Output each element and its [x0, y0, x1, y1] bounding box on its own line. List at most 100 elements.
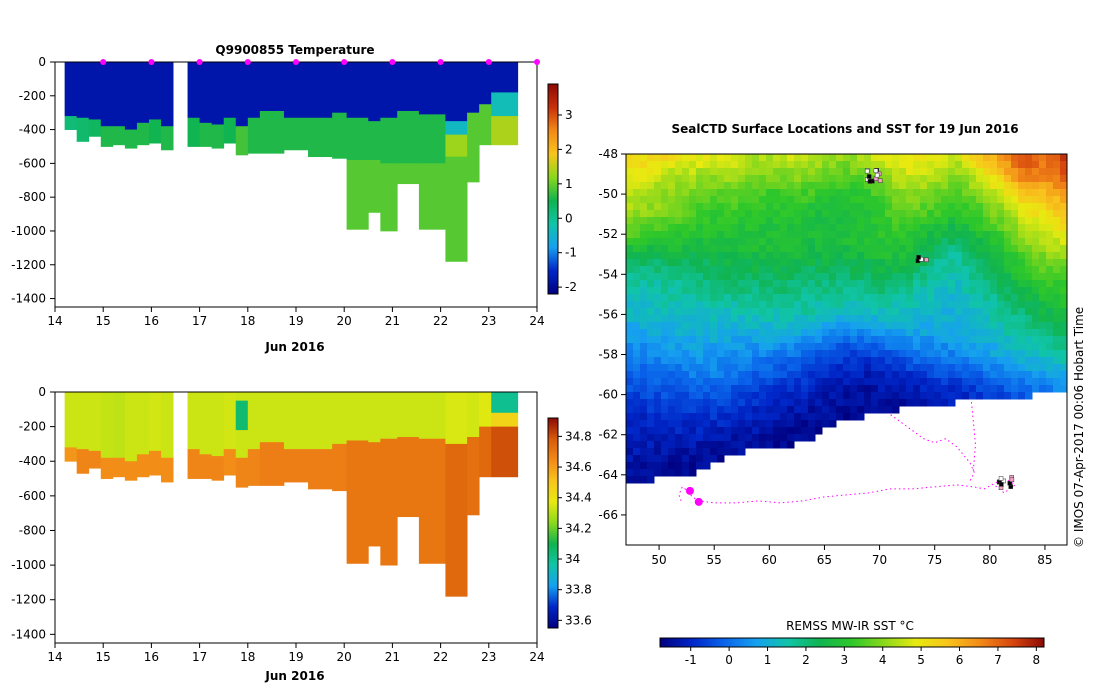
- temperature-section-panel: Q9900855 Temperature 14 15 16 17 18 19 20 21 22 2…: [11, 43, 577, 354]
- sst-cell: [885, 287, 893, 295]
- sst-cell: [815, 371, 823, 379]
- sst-cell: [934, 357, 942, 365]
- sst-cell: [822, 301, 830, 309]
- sst-cell: [738, 231, 746, 239]
- sst-cell: [941, 231, 949, 239]
- sst-cell: [759, 266, 767, 274]
- sst-cell: [829, 364, 837, 372]
- sst-cell: [752, 336, 760, 344]
- sst-cell: [647, 469, 655, 477]
- sst-cell: [850, 196, 858, 204]
- sst-cell: [1004, 266, 1012, 274]
- sst-cell: [640, 462, 648, 470]
- sst-cell: [766, 441, 774, 449]
- seal-tracks: [678, 168, 1017, 506]
- sst-cell: [640, 238, 648, 246]
- sst-cell: [794, 413, 802, 421]
- sst-cell: [787, 189, 795, 197]
- sst-cell: [682, 420, 690, 428]
- sst-cell: [1032, 301, 1040, 309]
- sst-cell: [969, 364, 977, 372]
- sst-cell: [738, 196, 746, 204]
- sst-cell: [829, 168, 837, 176]
- sst-cell: [850, 308, 858, 316]
- sst-cell: [801, 399, 809, 407]
- sst-cell: [913, 238, 921, 246]
- sst-cell: [780, 196, 788, 204]
- sst-cell: [787, 322, 795, 330]
- sst-cell: [689, 175, 697, 183]
- sst-cell: [661, 462, 669, 470]
- sst-cell: [1046, 329, 1054, 337]
- sst-cell: [780, 392, 788, 400]
- sst-cell: [710, 406, 718, 414]
- sst-cell: [801, 252, 809, 260]
- sst-cell: [857, 182, 865, 190]
- colorbar-tick-label: 33.8: [565, 583, 592, 597]
- section-cell: [199, 62, 213, 124]
- sst-cell: [969, 231, 977, 239]
- sst-cell: [1046, 196, 1054, 204]
- sst-cell: [640, 392, 648, 400]
- sst-cell: [913, 245, 921, 253]
- sst-cell: [829, 252, 837, 260]
- sst-cell: [878, 245, 886, 253]
- sst-cell: [934, 294, 942, 302]
- sst-cell: [920, 364, 928, 372]
- sst-cell: [633, 203, 641, 211]
- sst-cell: [808, 245, 816, 253]
- y-tick-label: -1200: [11, 593, 46, 607]
- sst-cell: [934, 224, 942, 232]
- sst-cell: [682, 308, 690, 316]
- sst-cell: [1018, 322, 1026, 330]
- sst-cell: [850, 322, 858, 330]
- lon-tick-label: 65: [817, 553, 832, 567]
- sst-cell: [815, 182, 823, 190]
- salinity-x-axis: 14 15 16 17 18 19 20 21 22 23 24: [47, 643, 545, 664]
- sst-cell: [899, 224, 907, 232]
- sst-cell: [696, 287, 704, 295]
- sst-cell: [815, 329, 823, 337]
- sst-cell: [724, 399, 732, 407]
- sst-cell: [822, 399, 830, 407]
- sst-cell: [689, 161, 697, 169]
- sst-cell: [969, 161, 977, 169]
- sst-cell: [871, 371, 879, 379]
- sst-cell: [1011, 224, 1019, 232]
- sst-cell: [955, 154, 963, 162]
- sst-cell: [752, 224, 760, 232]
- sst-cell: [850, 245, 858, 253]
- sst-cell: [836, 217, 844, 225]
- sst-cell: [836, 266, 844, 274]
- sst-cell: [640, 210, 648, 218]
- sst-cell: [976, 329, 984, 337]
- sst-cell: [1046, 245, 1054, 253]
- sst-cell: [1004, 273, 1012, 281]
- sst-cell: [948, 301, 956, 309]
- sst-cell: [906, 399, 914, 407]
- sst-cell: [983, 287, 991, 295]
- sst-cell: [633, 273, 641, 281]
- sst-cell: [780, 322, 788, 330]
- sst-cell: [850, 210, 858, 218]
- sst-cell: [801, 238, 809, 246]
- sst-cell: [787, 301, 795, 309]
- sst-cell: [962, 231, 970, 239]
- sst-cell: [836, 245, 844, 253]
- sst-cell: [794, 266, 802, 274]
- sst-cell: [1032, 217, 1040, 225]
- sst-cell: [976, 280, 984, 288]
- section-cell: [112, 392, 126, 459]
- sst-cell: [962, 273, 970, 281]
- sst-cell: [1060, 336, 1067, 344]
- sst-cell: [633, 245, 641, 253]
- sst-cell: [661, 175, 669, 183]
- sst-cell: [955, 315, 963, 323]
- sst-cell: [976, 357, 984, 365]
- sst-cell: [710, 364, 718, 372]
- sst-cell: [675, 469, 683, 477]
- sst-cell: [766, 203, 774, 211]
- colorbar-tick-label: 34: [565, 552, 580, 566]
- sst-cell: [934, 399, 942, 407]
- sst-cell: [794, 287, 802, 295]
